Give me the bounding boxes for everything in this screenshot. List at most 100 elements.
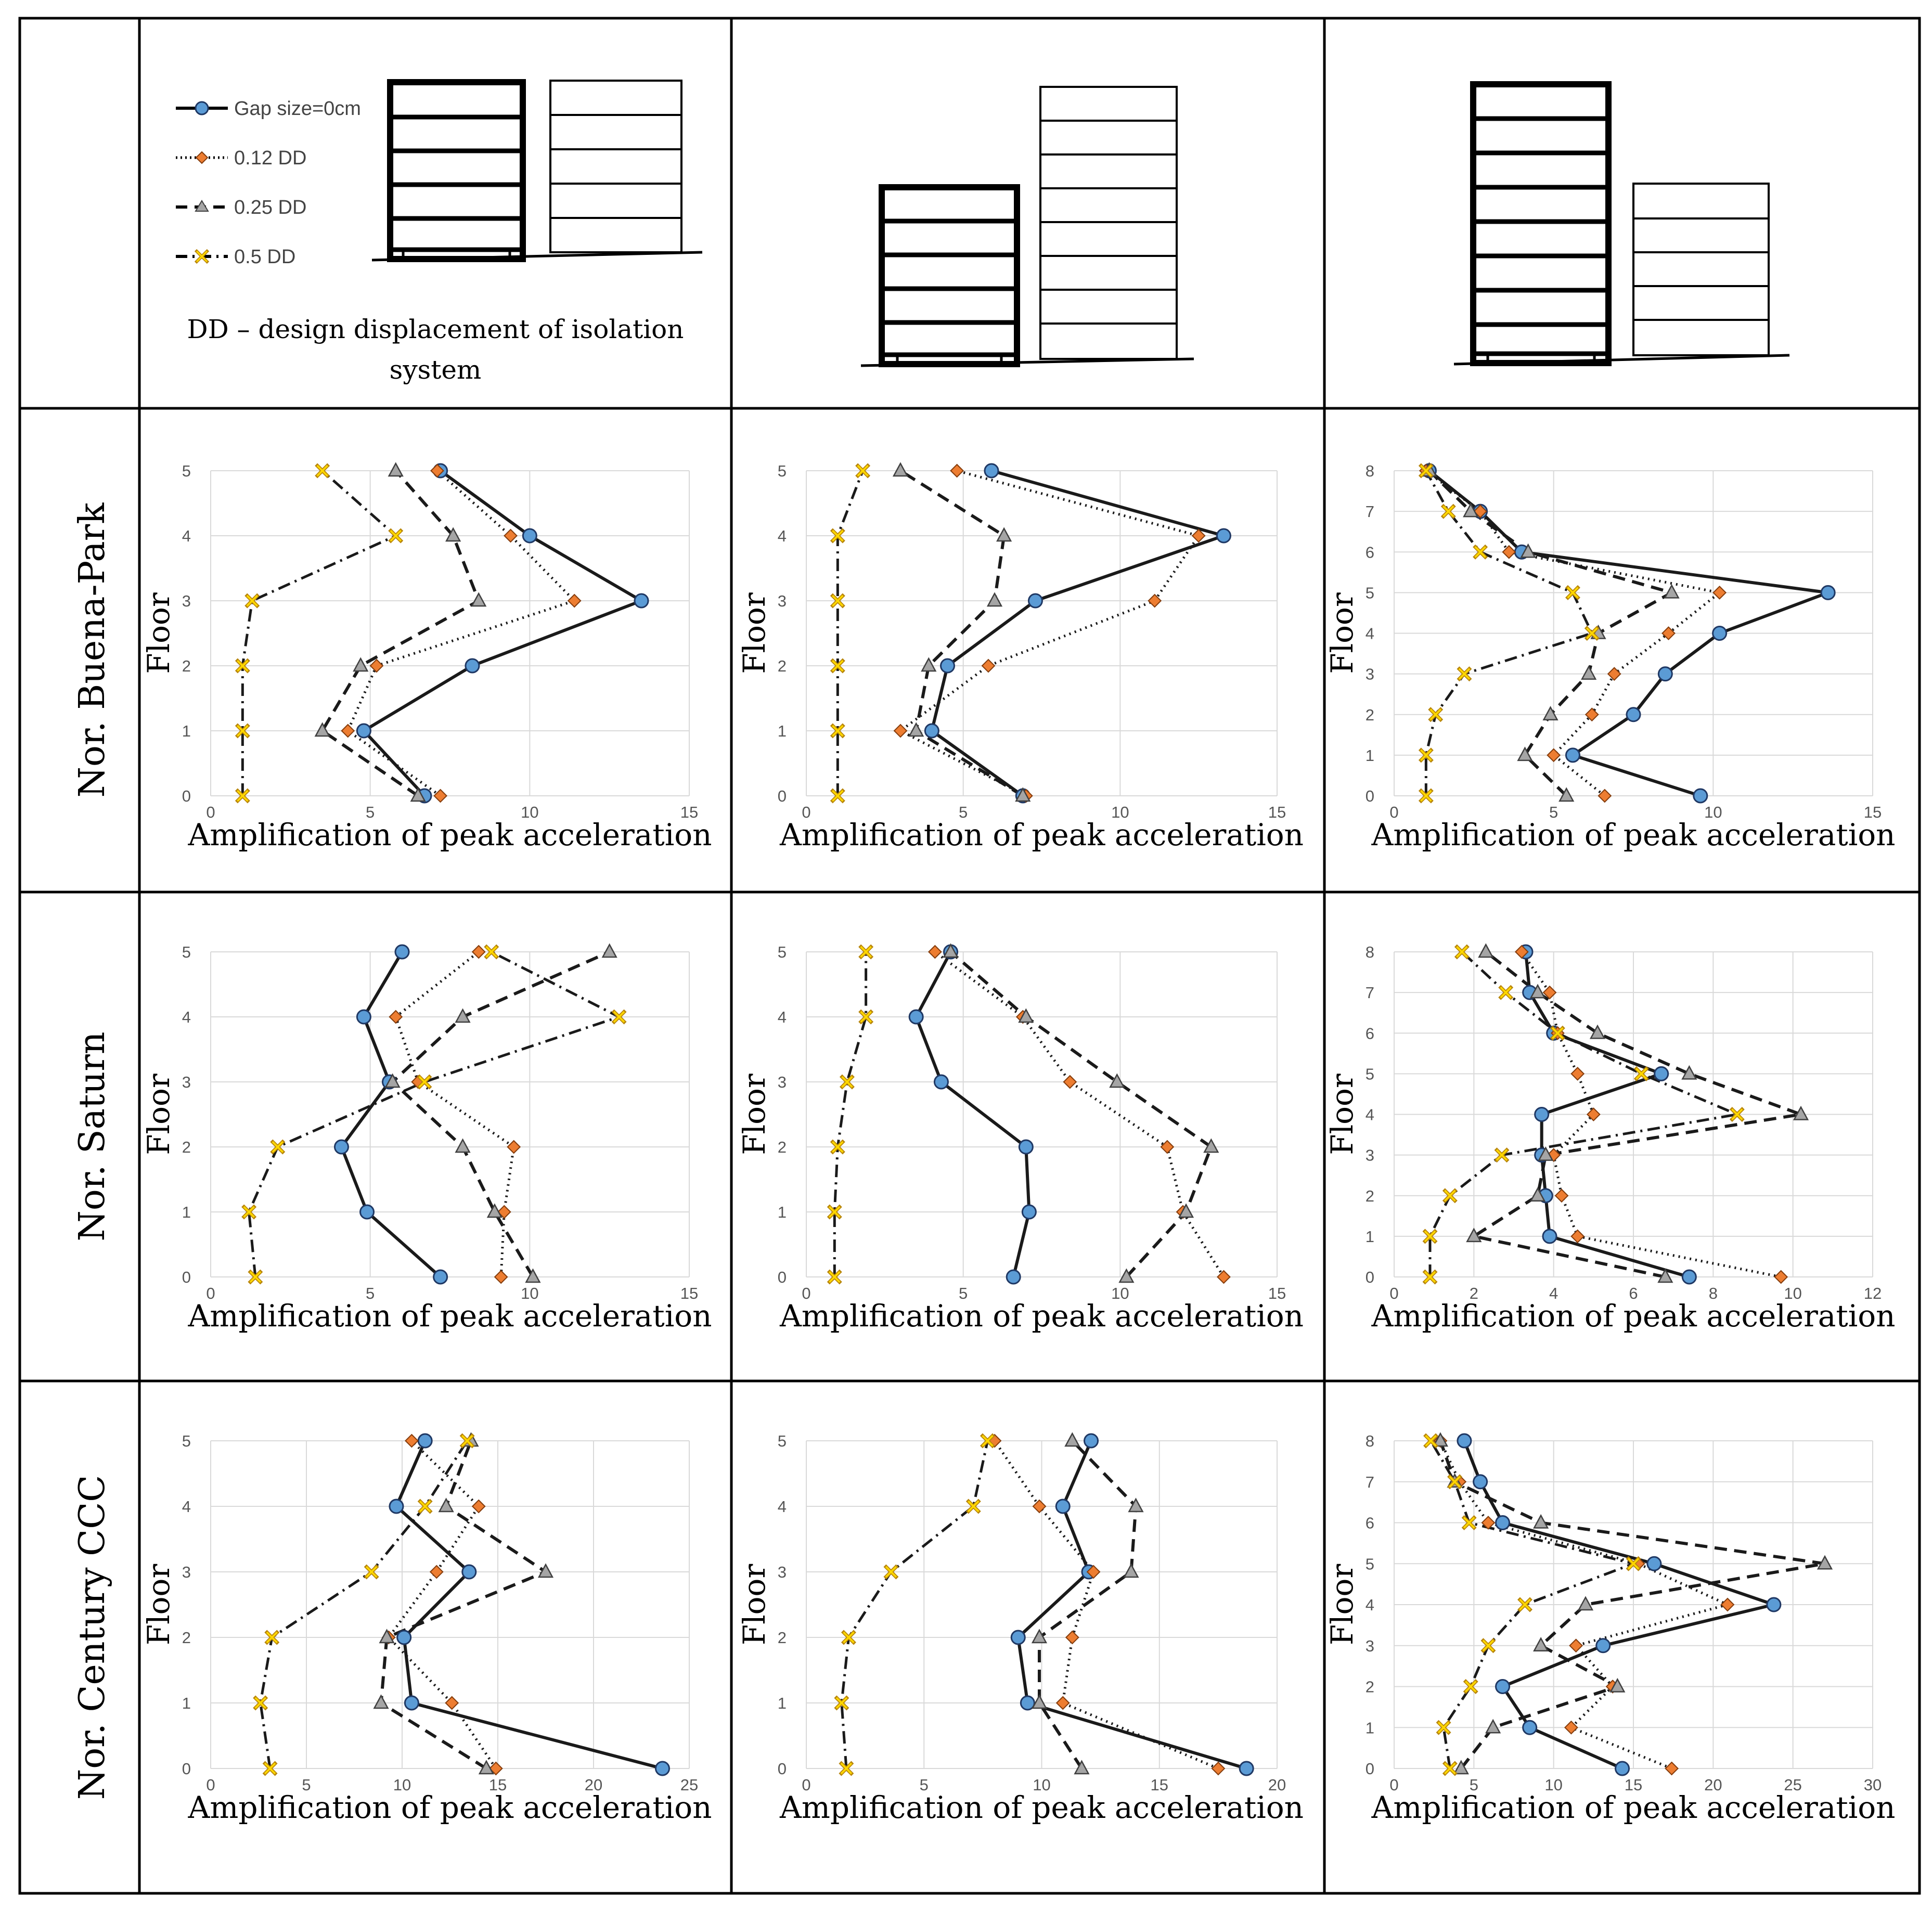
point-0-25-dd-2	[921, 657, 937, 672]
y-tick-label: 5	[1366, 1555, 1374, 1573]
x-tick-label: 20	[1268, 1776, 1286, 1794]
point-0-5-dd-5	[1626, 1556, 1641, 1571]
point-0-5-dd-0	[248, 1269, 263, 1285]
series-line-0-5-dd	[840, 1440, 989, 1769]
point-0-5-dd-3	[1457, 666, 1472, 682]
y-tick-label: 5	[182, 462, 191, 480]
point-0-12-dd-3	[1086, 1565, 1101, 1579]
point-0-25-dd-3	[986, 592, 1003, 607]
point-gap-size-0cm-3	[1657, 666, 1673, 682]
table-border	[18, 17, 1921, 1895]
x-tick-label: 15	[1151, 1776, 1168, 1794]
point-0-25-dd-2	[1609, 1677, 1626, 1693]
series-line-0-5-dd	[259, 1440, 469, 1769]
point-0-12-dd-4	[1661, 626, 1676, 640]
point-gap-size-0cm-4	[389, 1499, 404, 1514]
point-gap-size-0cm-4	[1055, 1499, 1071, 1514]
point-0-25-dd-0	[1657, 1268, 1673, 1283]
building-fixed-5-storey	[549, 80, 682, 253]
y-tick-label: 0	[1366, 787, 1374, 805]
point-0-25-dd-5	[601, 943, 617, 958]
y-tick-label: 1	[778, 722, 787, 740]
point-gap-size-0cm-0	[1681, 1269, 1697, 1285]
point-0-5-dd-0	[1442, 1761, 1458, 1776]
x-tick-label: 0	[206, 803, 215, 821]
point-gap-size-0cm-3	[461, 1564, 477, 1580]
legend-label-05dd: 0.5 DD	[234, 246, 295, 268]
x-tick-label: 5	[959, 803, 968, 821]
point-0-12-dd-1	[1547, 748, 1561, 763]
point-gap-size-0cm-4	[1534, 1107, 1550, 1122]
point-0-5-dd-0	[1422, 1269, 1438, 1285]
series-line-0-25-dd	[391, 950, 610, 1278]
point-0-5-dd-2	[235, 658, 250, 674]
y-tick-label: 5	[182, 1432, 191, 1450]
point-0-12-dd-3	[1607, 667, 1621, 681]
point-0-5-dd-1	[1436, 1720, 1451, 1735]
legend-item-012dd: 0.12 DD	[176, 147, 306, 169]
point-gap-size-0cm-4	[1216, 528, 1231, 544]
x-tick-label: 25	[680, 1776, 698, 1794]
point-0-5-dd-2	[830, 1139, 845, 1155]
point-0-25-dd-7	[1463, 502, 1479, 518]
y-tick-label: 1	[1366, 1719, 1374, 1737]
point-0-12-dd-4	[1586, 1107, 1601, 1121]
x-tick-label: 10	[1111, 1284, 1129, 1302]
point-0-12-dd-6	[1502, 545, 1516, 559]
point-0-12-dd-4	[1191, 528, 1206, 543]
series-line-0-5-dd	[248, 950, 621, 1277]
y-tick-label: 5	[1366, 584, 1374, 602]
point-gap-size-0cm-1	[1020, 1695, 1035, 1711]
legend-marker-circle	[195, 101, 209, 115]
point-0-12-dd-3	[429, 1565, 444, 1579]
x-tick-label: 10	[1704, 803, 1722, 821]
point-0-12-dd-2	[981, 658, 996, 673]
point-0-5-dd-2	[1463, 1679, 1478, 1694]
point-0-25-dd-1	[1517, 746, 1533, 761]
series-line-0-5-dd	[836, 470, 864, 796]
point-0-25-dd-0	[1074, 1760, 1090, 1775]
point-0-25-dd-4	[1018, 1008, 1034, 1023]
legend-item-05dd: 0.5 DD	[176, 246, 295, 268]
y-tick-label: 2	[1366, 1187, 1374, 1205]
y-tick-label: 8	[1366, 943, 1374, 961]
point-gap-size-0cm-5	[394, 944, 410, 960]
x-axis-label: Amplification of peak acceleration	[1371, 1298, 1895, 1334]
x-tick-label: 0	[802, 803, 810, 821]
x-tick-label: 10	[1784, 1284, 1801, 1302]
point-0-5-dd-1	[830, 723, 845, 739]
point-gap-size-0cm-1	[356, 723, 371, 739]
point-0-12-dd-0	[1217, 1270, 1231, 1284]
y-tick-label: 2	[778, 1629, 787, 1647]
point-gap-size-0cm-1	[1021, 1204, 1037, 1220]
x-axis-label: Amplification of peak acceleration	[779, 1298, 1304, 1334]
point-0-5-dd-4	[1729, 1107, 1745, 1122]
point-gap-size-0cm-4	[356, 1009, 371, 1025]
y-axis-label: Floor	[141, 592, 176, 674]
y-tick-label: 0	[778, 1760, 787, 1778]
y-tick-label: 5	[778, 943, 787, 961]
x-tick-label: 2	[1470, 1284, 1478, 1302]
point-0-12-dd-2	[507, 1140, 521, 1154]
point-0-5-dd-0	[262, 1761, 278, 1776]
y-tick-label: 4	[1366, 1596, 1374, 1614]
y-tick-label: 3	[778, 1073, 787, 1091]
point-0-12-dd-2	[1160, 1140, 1175, 1154]
y-axis-label: Floor	[1324, 592, 1360, 674]
point-0-25-dd-3	[1581, 665, 1597, 680]
point-0-12-dd-0	[1598, 789, 1612, 803]
legend-marker-triangle	[195, 200, 209, 212]
y-tick-label: 6	[1366, 1514, 1374, 1532]
point-0-25-dd-3	[1123, 1563, 1139, 1578]
x-axis-label: Amplification of peak acceleration	[1371, 1790, 1895, 1825]
point-0-25-dd-0	[525, 1268, 541, 1283]
point-0-5-dd-1	[827, 1204, 842, 1220]
y-tick-label: 1	[1366, 746, 1374, 765]
x-tick-label: 5	[1470, 1776, 1478, 1794]
x-tick-label: 10	[521, 1284, 538, 1302]
y-tick-label: 5	[1366, 1065, 1374, 1083]
x-axis-label: Amplification of peak acceleration	[187, 817, 712, 853]
point-0-12-dd-0	[494, 1270, 508, 1284]
